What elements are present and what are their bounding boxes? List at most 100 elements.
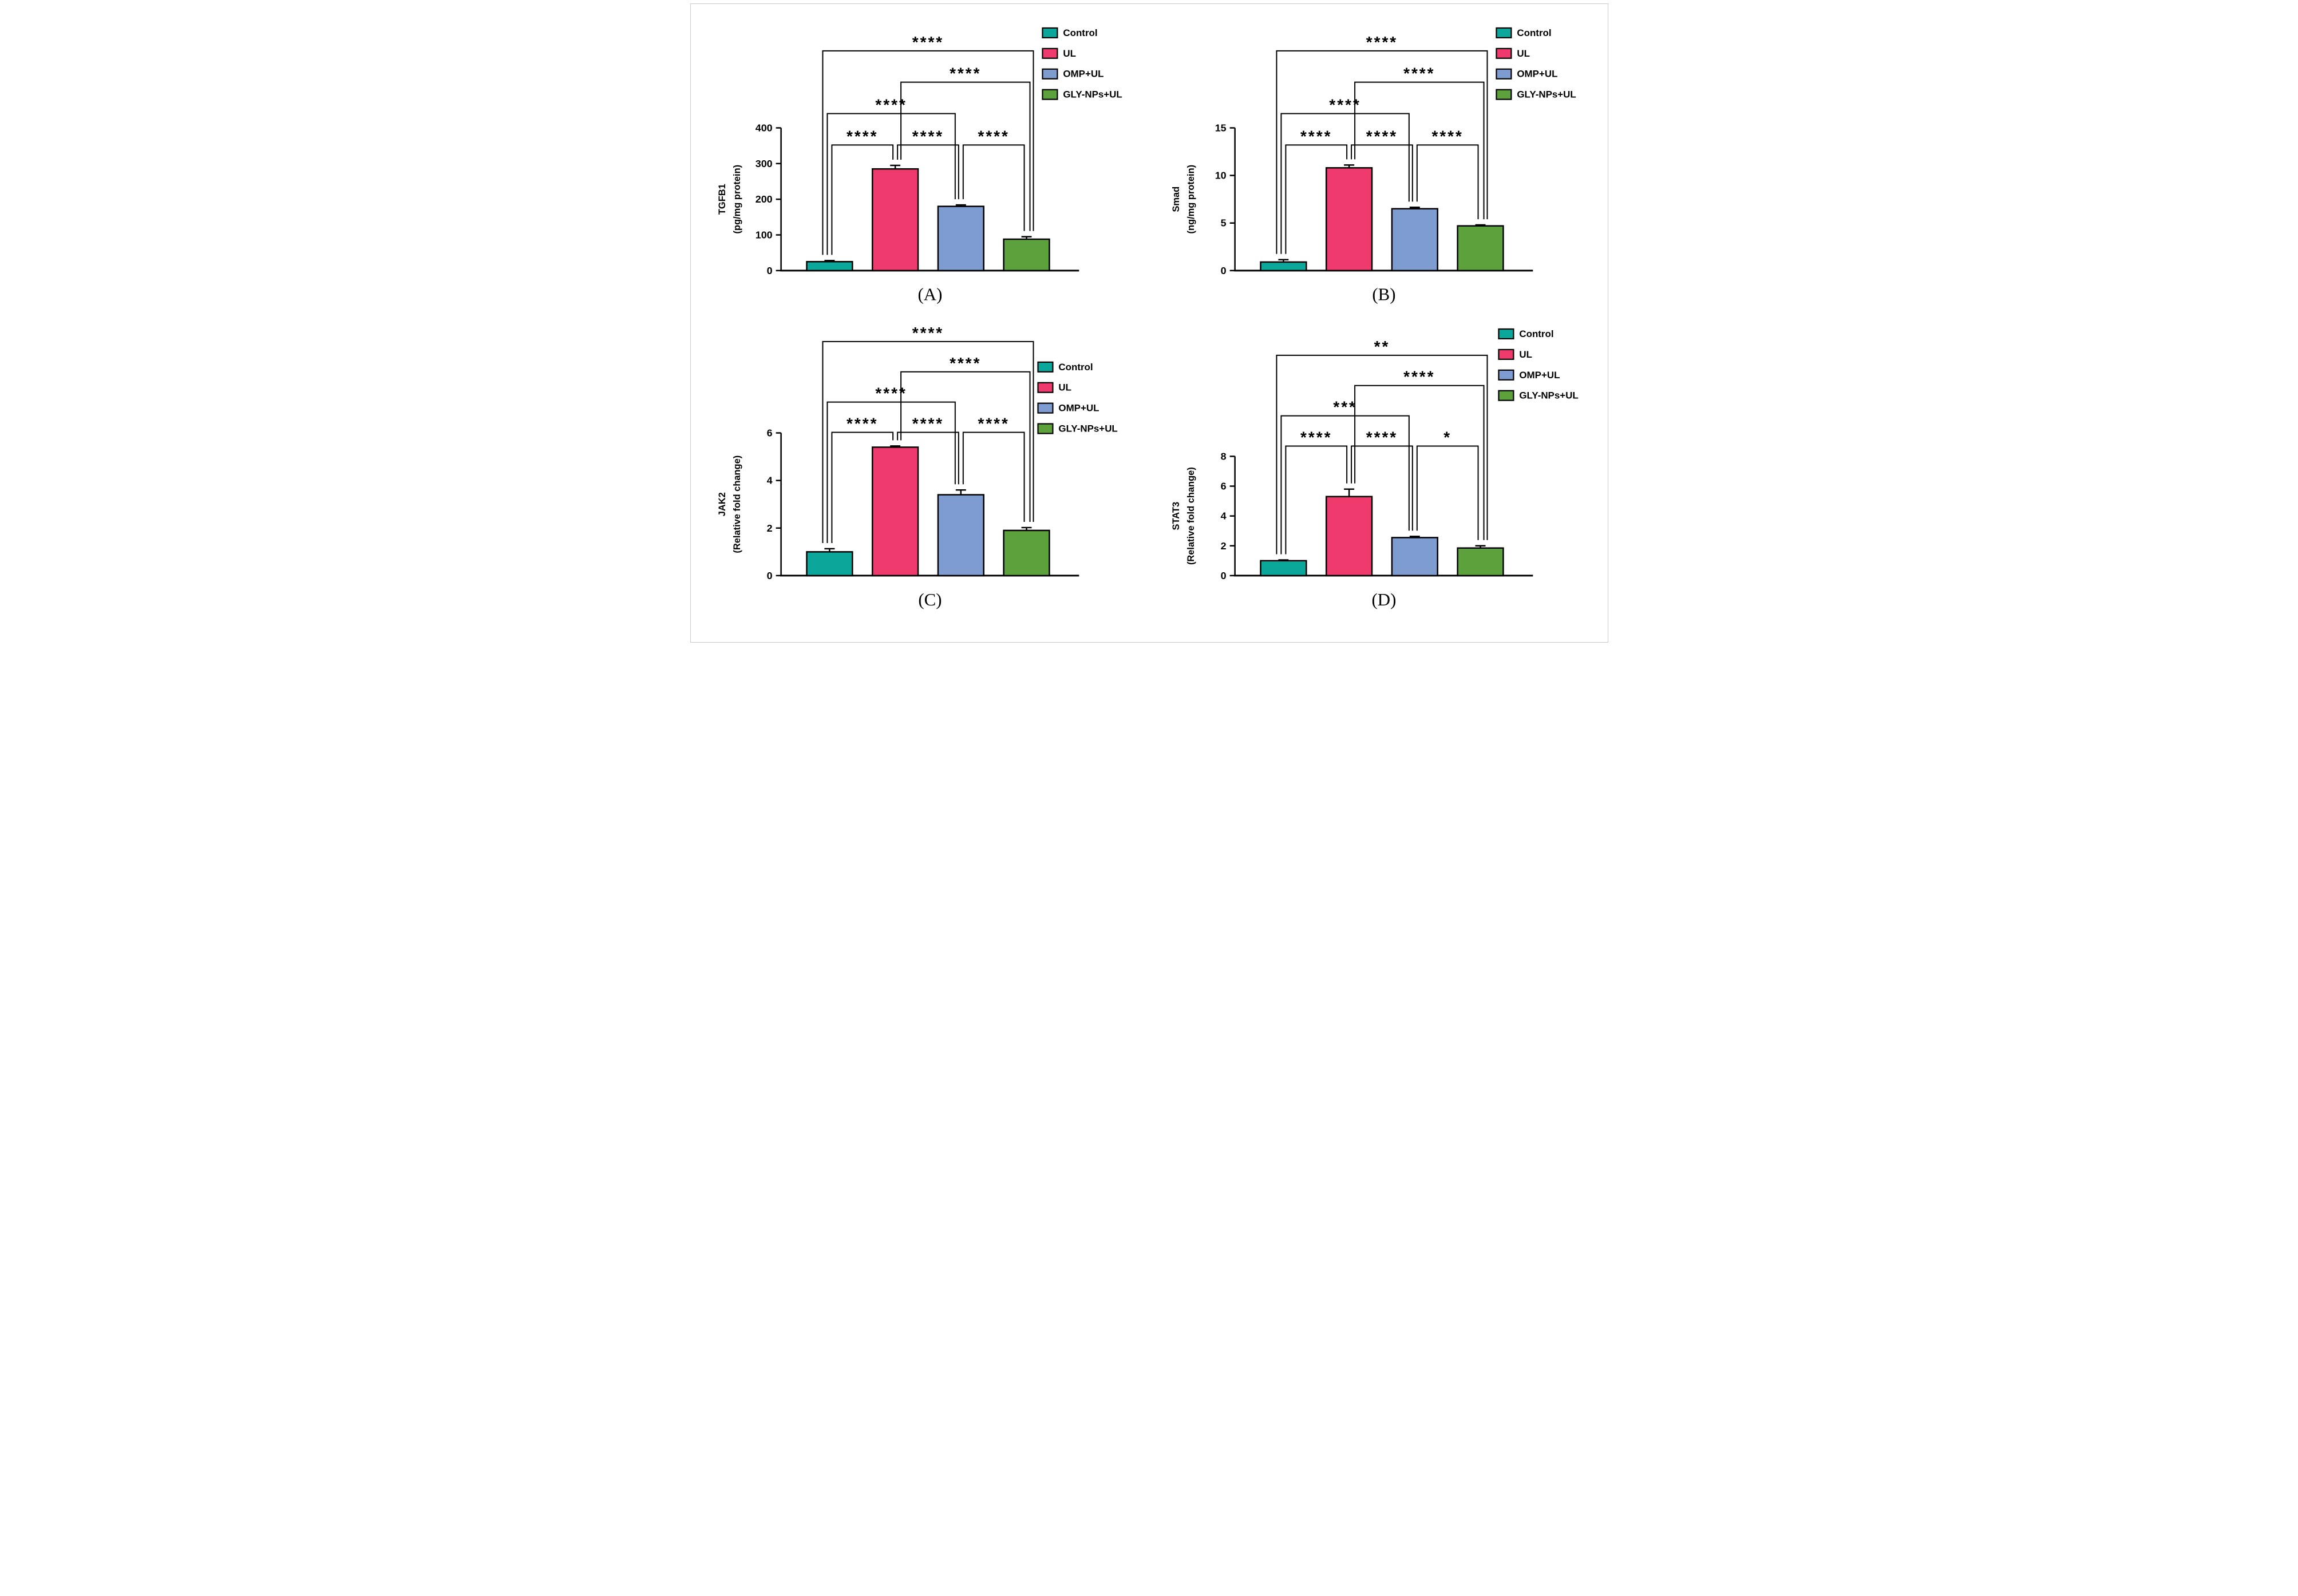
legend-label: GLY-NPs+UL xyxy=(1517,89,1576,100)
sig-stars: **** xyxy=(847,127,878,145)
sig-stars: **** xyxy=(950,354,981,371)
legend-swatch-ul xyxy=(1037,382,1054,393)
bar-ul xyxy=(871,168,919,272)
y-axis-label-line2: (pg/mg protein) xyxy=(731,165,742,234)
sig-bracket xyxy=(896,431,959,484)
panel-c: 0 2 4 6 JAK2 (Relative fold change) **** **** **… xyxy=(695,324,1149,636)
legend-label: Control xyxy=(1517,27,1551,38)
y-tick-label: 2 xyxy=(1220,540,1226,551)
sig-stars: **** xyxy=(875,96,907,114)
y-tick-label: 300 xyxy=(755,158,772,169)
y-tick-label: 0 xyxy=(766,265,772,276)
legend-swatch-ul xyxy=(1041,47,1058,59)
panel-d: 0 2 4 6 8 STAT3 (Relative fold change) ** **** **… xyxy=(1149,324,1603,636)
bar-omp+ul xyxy=(937,493,984,576)
legend-swatch-ul xyxy=(1497,348,1514,360)
sig-stars: **** xyxy=(1366,428,1397,446)
sig-stars: **** xyxy=(1329,96,1360,114)
y-axis-label-line2: (Relative fold change) xyxy=(1185,467,1196,565)
sig-bracket xyxy=(962,144,1025,231)
sig-stars: **** xyxy=(978,414,1009,432)
sig-bracket xyxy=(821,50,1034,255)
legend-swatch-control xyxy=(1497,328,1514,339)
panel-letter: (A) xyxy=(917,284,942,304)
legend-swatch-control xyxy=(1041,27,1058,38)
legend-label: Control xyxy=(1058,361,1093,372)
bar-omp+ul xyxy=(937,205,984,272)
bar-control xyxy=(1259,560,1307,576)
sig-bracket xyxy=(821,340,1034,543)
sig-bracket xyxy=(1354,385,1485,540)
legend-label: UL xyxy=(1519,348,1532,359)
y-tick-label: 4 xyxy=(766,474,772,486)
panel-letter: (D) xyxy=(1371,589,1396,609)
sig-stars: **** xyxy=(912,414,943,432)
legend-label: UL xyxy=(1063,48,1076,59)
legend-label: GLY-NPs+UL xyxy=(1519,390,1578,401)
panel-letter: (C) xyxy=(918,589,942,609)
sig-stars: **** xyxy=(912,33,943,51)
sig-bracket xyxy=(1280,415,1410,555)
y-tick-label: 10 xyxy=(1215,170,1226,181)
y-axis-label-line1: TGFB1 xyxy=(717,184,727,215)
legend-swatch-omp+ul xyxy=(1037,402,1054,414)
sig-bracket xyxy=(1416,144,1479,220)
y-axis-label-line2: (ng/mg protein) xyxy=(1185,165,1196,234)
sig-bracket xyxy=(830,144,893,255)
panel-b-chart: 0 5 10 15 Smad (ng/mg protein) **** **** **** ***… xyxy=(1170,27,1576,304)
sig-bracket xyxy=(962,431,1025,522)
sig-stars: **** xyxy=(1300,127,1332,145)
legend-swatch-gly-nps+ul xyxy=(1495,89,1512,100)
sig-bracket xyxy=(1350,144,1413,202)
panel-letter: (B) xyxy=(1372,284,1395,304)
y-tick-label: 400 xyxy=(755,122,772,133)
figure-grid: 0 100 200 300 400 TGFB1 (pg/mg protein) **** ***… xyxy=(695,11,1603,635)
legend-swatch-omp+ul xyxy=(1497,369,1514,381)
bar-omp+ul xyxy=(1391,536,1438,576)
sig-stars: ** xyxy=(1374,338,1390,355)
bar-omp+ul xyxy=(1391,208,1438,272)
sig-bracket xyxy=(1275,354,1488,555)
legend-label: OMP+UL xyxy=(1063,69,1103,80)
legend-swatch-control xyxy=(1495,27,1512,38)
y-tick-label: 0 xyxy=(1220,569,1226,581)
legend-label: UL xyxy=(1517,48,1530,59)
y-tick-label: 0 xyxy=(1220,265,1226,276)
legend-swatch-gly-nps+ul xyxy=(1497,390,1514,401)
y-tick-label: 15 xyxy=(1215,122,1226,133)
sig-bracket xyxy=(826,401,956,543)
sig-bracket xyxy=(826,113,956,255)
sig-stars: **** xyxy=(1403,65,1435,82)
legend-label: OMP+UL xyxy=(1058,402,1099,413)
bar-gly-nps+ul xyxy=(1002,529,1050,576)
legend-swatch-omp+ul xyxy=(1495,68,1512,80)
legend-swatch-ul xyxy=(1495,47,1512,59)
panel-c-chart: 0 2 4 6 JAK2 (Relative fold change) **** **** **… xyxy=(717,324,1117,609)
figure-page: 0 100 200 300 400 TGFB1 (pg/mg protein) **** ***… xyxy=(690,3,1608,643)
sig-stars: **** xyxy=(912,127,943,145)
legend-label: Control xyxy=(1519,328,1553,339)
sig-stars: **** xyxy=(1366,33,1397,51)
legend-swatch-gly-nps+ul xyxy=(1037,423,1054,434)
sig-stars: *** xyxy=(1333,398,1357,415)
y-axis-label-line1: JAK2 xyxy=(717,492,727,516)
sig-stars: **** xyxy=(1431,127,1463,145)
legend-swatch-control xyxy=(1037,361,1054,373)
y-axis-label-line1: STAT3 xyxy=(1170,501,1181,530)
sig-stars: **** xyxy=(950,65,981,82)
legend-swatch-omp+ul xyxy=(1041,68,1058,80)
panel-a-chart: 0 100 200 300 400 TGFB1 (pg/mg protein) **** ***… xyxy=(717,27,1122,304)
panel-b: 0 5 10 15 Smad (ng/mg protein) **** **** **** ***… xyxy=(1149,11,1603,322)
y-tick-label: 200 xyxy=(755,193,772,205)
bar-ul xyxy=(1325,167,1373,272)
bar-ul xyxy=(871,446,919,576)
y-tick-label: 0 xyxy=(766,569,772,581)
sig-bracket xyxy=(1280,113,1410,254)
y-tick-label: 6 xyxy=(766,427,772,438)
legend-label: OMP+UL xyxy=(1517,69,1557,80)
sig-stars: **** xyxy=(1300,428,1332,446)
y-tick-label: 6 xyxy=(1220,480,1226,492)
bar-gly-nps+ul xyxy=(1002,238,1050,272)
legend-label: Control xyxy=(1063,27,1097,38)
